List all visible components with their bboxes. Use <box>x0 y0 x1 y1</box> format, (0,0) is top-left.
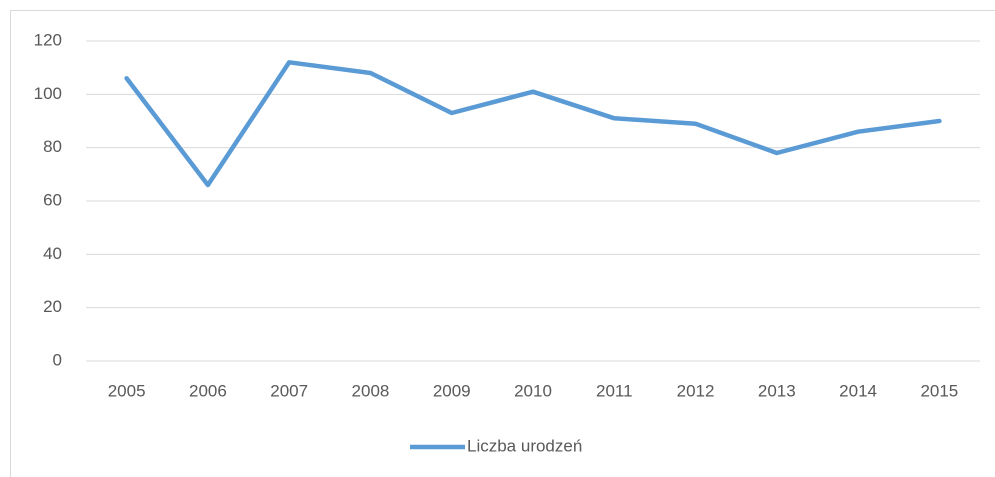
y-tick-label: 20 <box>43 297 62 316</box>
chart-border <box>10 10 995 477</box>
y-tick-label: 120 <box>34 30 62 49</box>
x-tick-label: 2007 <box>270 381 308 400</box>
x-tick-label: 2014 <box>839 381 877 400</box>
x-tick-label: 2009 <box>433 381 471 400</box>
x-tick-label: 2013 <box>758 381 796 400</box>
data-line <box>124 60 942 188</box>
x-tick-label: 2015 <box>920 381 958 400</box>
x-tick-label: 2010 <box>514 381 552 400</box>
y-tick-label: 80 <box>43 137 62 156</box>
x-tick-label: 2008 <box>352 381 390 400</box>
y-tick-label: 40 <box>43 244 62 263</box>
x-tick-label: 2005 <box>108 381 146 400</box>
y-tick-label: 0 <box>53 350 62 369</box>
y-tick-label: 60 <box>43 190 62 209</box>
x-tick-label: 2006 <box>189 381 227 400</box>
x-tick-label: 2011 <box>596 381 633 400</box>
legend-label: Liczba urodzeń <box>467 436 582 455</box>
x-tick-label: 2012 <box>677 381 715 400</box>
y-tick-label: 100 <box>34 84 62 103</box>
